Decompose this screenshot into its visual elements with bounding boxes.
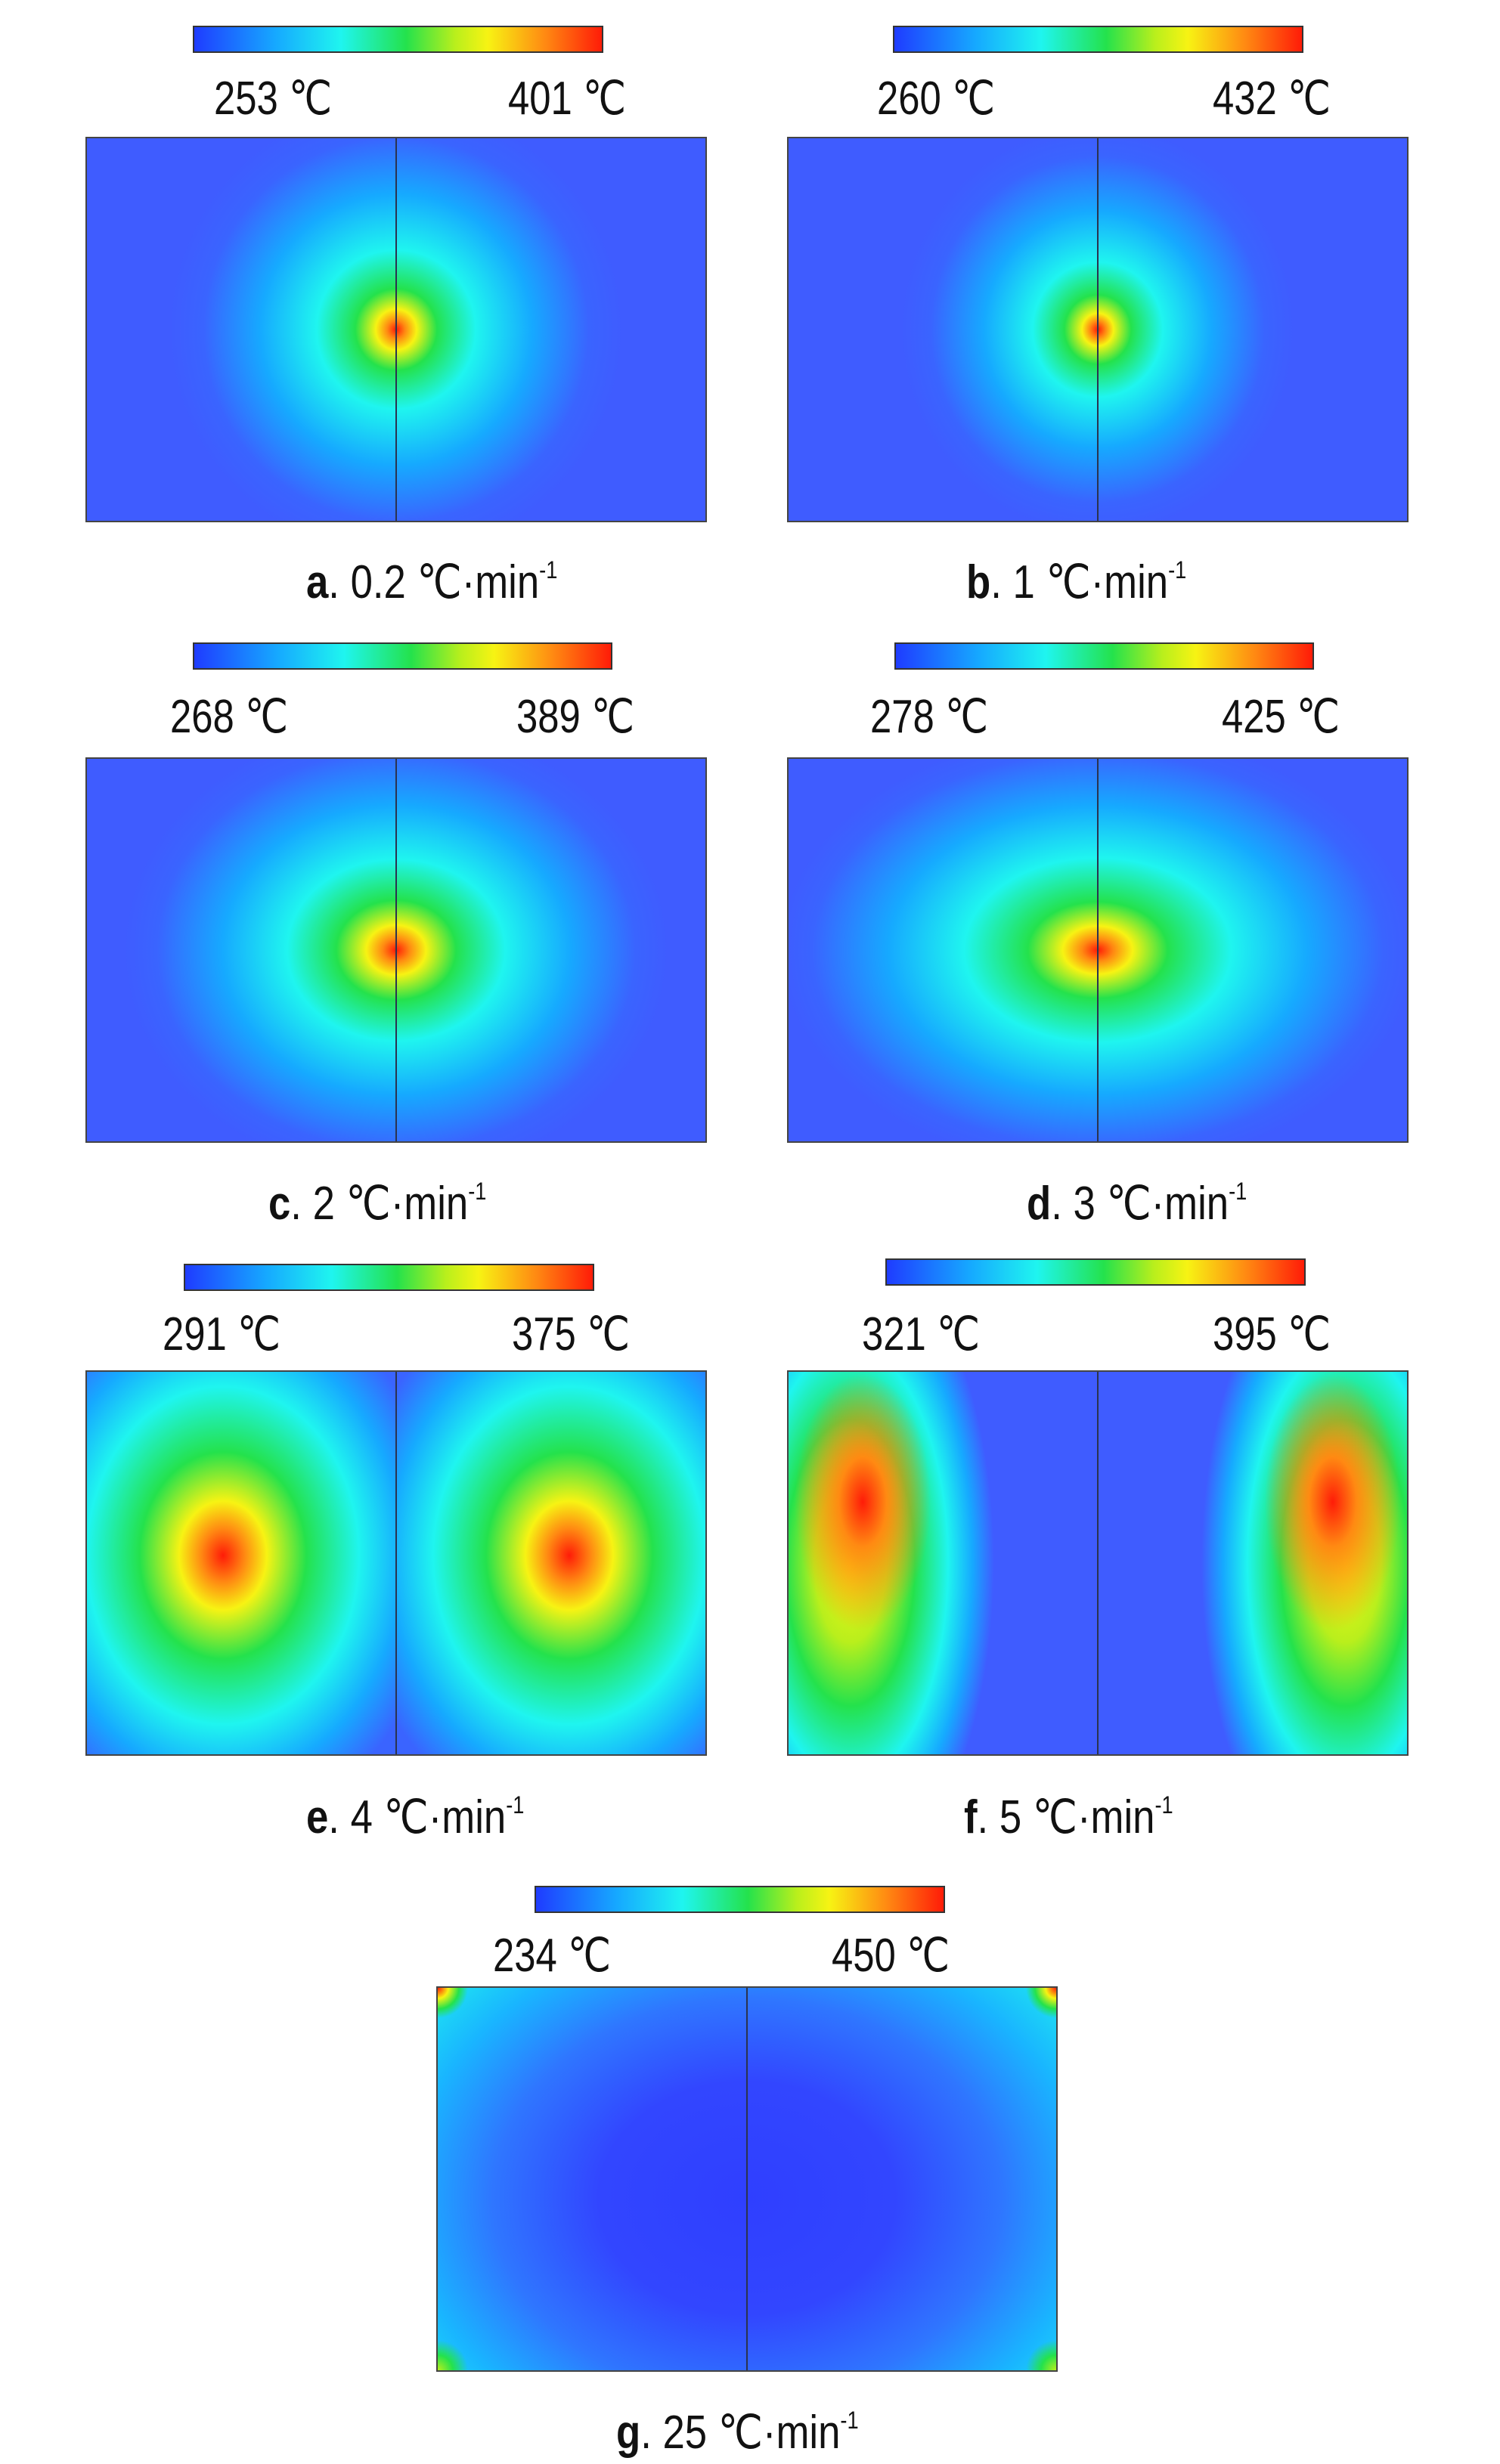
colorbar-c-max-label: 389 ℃ — [516, 691, 635, 743]
colorbar-b-min-label: 260 ℃ — [877, 73, 996, 125]
caption-a-unit: ℃·min — [417, 556, 540, 608]
caption-d-rate: 3 — [1073, 1178, 1096, 1230]
caption-b: b. 1 ℃·min-1 — [966, 558, 1186, 606]
temperature-field-e-left — [87, 1372, 396, 1754]
temperature-field-f — [787, 1370, 1409, 1756]
colorbar-g-max-label: 450 ℃ — [832, 1930, 950, 1982]
caption-a-exp: -1 — [539, 556, 558, 583]
caption-b-unit: ℃·min — [1046, 556, 1169, 608]
caption-e-sep: . — [328, 1791, 351, 1843]
colorbar-b-max-label: 432 ℃ — [1213, 73, 1331, 125]
temperature-field-g — [436, 1986, 1058, 2372]
symmetry-line-g — [746, 1988, 748, 2370]
caption-c-exp: -1 — [468, 1178, 487, 1205]
caption-f-exp: -1 — [1154, 1791, 1173, 1819]
colorbar-a-min-label: 253 ℃ — [214, 73, 333, 125]
caption-g-letter: g — [616, 2407, 641, 2459]
caption-g-rate: 25 — [662, 2407, 708, 2459]
caption-e-exp: -1 — [506, 1791, 525, 1819]
caption-b-letter: b — [966, 556, 991, 608]
colorbar-a — [193, 26, 603, 53]
symmetry-line-e — [395, 1372, 397, 1754]
temperature-field-f-left — [789, 1372, 1098, 1754]
colorbar-g — [535, 1886, 945, 1913]
symmetry-line-b — [1097, 138, 1099, 521]
temperature-field-f-right — [1098, 1372, 1407, 1754]
temperature-field-b — [787, 137, 1409, 522]
caption-e-unit: ℃·min — [383, 1791, 507, 1843]
caption-g-unit: ℃·min — [717, 2407, 841, 2459]
caption-e: e. 4 ℃·min-1 — [306, 1793, 524, 1841]
colorbar-c — [193, 642, 612, 670]
temperature-field-e — [85, 1370, 707, 1756]
caption-b-rate: 1 — [1012, 556, 1035, 608]
symmetry-line-d — [1097, 759, 1099, 1141]
caption-a-rate: 0.2 — [350, 556, 406, 608]
colorbar-e-min-label: 291 ℃ — [163, 1308, 281, 1360]
caption-b-exp: -1 — [1168, 556, 1187, 583]
caption-e-letter: e — [306, 1791, 329, 1843]
colorbar-d — [894, 642, 1314, 670]
caption-e-rate: 4 — [350, 1791, 373, 1843]
colorbar-b — [893, 26, 1303, 53]
colorbar-a-max-label: 401 ℃ — [508, 73, 627, 125]
caption-b-sep: . — [990, 556, 1013, 608]
colorbar-g-min-label: 234 ℃ — [493, 1930, 612, 1982]
caption-f-unit: ℃·min — [1032, 1791, 1155, 1843]
colorbar-d-max-label: 425 ℃ — [1222, 691, 1340, 743]
symmetry-line-f — [1097, 1372, 1099, 1754]
caption-d-sep: . — [1051, 1178, 1074, 1230]
caption-g: g. 25 ℃·min-1 — [616, 2408, 859, 2456]
caption-f-rate: 5 — [999, 1791, 1022, 1843]
temperature-field-a — [85, 137, 707, 522]
colorbar-f-min-label: 321 ℃ — [862, 1308, 981, 1360]
caption-d: d. 3 ℃·min-1 — [1027, 1179, 1247, 1227]
caption-a-letter: a — [306, 556, 329, 608]
caption-c-rate: 2 — [312, 1178, 335, 1230]
colorbar-e-max-label: 375 ℃ — [512, 1308, 631, 1360]
caption-f-sep: . — [977, 1791, 999, 1843]
caption-a-sep: . — [328, 556, 351, 608]
caption-c-sep: . — [290, 1178, 313, 1230]
temperature-field-d — [787, 757, 1409, 1143]
caption-f-letter: f — [964, 1791, 978, 1843]
caption-f: f. 5 ℃·min-1 — [964, 1793, 1173, 1841]
temperature-field-e-right — [396, 1372, 705, 1754]
caption-d-letter: d — [1027, 1178, 1052, 1230]
symmetry-line-c — [395, 759, 397, 1141]
caption-d-unit: ℃·min — [1106, 1178, 1229, 1230]
colorbar-e — [184, 1264, 594, 1291]
colorbar-c-min-label: 268 ℃ — [170, 691, 289, 743]
colorbar-d-min-label: 278 ℃ — [870, 691, 989, 743]
temperature-field-c — [85, 757, 707, 1143]
caption-g-sep: . — [640, 2407, 663, 2459]
caption-d-exp: -1 — [1229, 1178, 1247, 1205]
caption-c-letter: c — [268, 1178, 291, 1230]
caption-c-unit: ℃·min — [346, 1178, 469, 1230]
caption-g-exp: -1 — [840, 2407, 859, 2434]
caption-c: c. 2 ℃·min-1 — [268, 1179, 486, 1227]
colorbar-f-max-label: 395 ℃ — [1213, 1308, 1331, 1360]
colorbar-f — [885, 1258, 1306, 1286]
symmetry-line-a — [395, 138, 397, 521]
caption-a: a. 0.2 ℃·min-1 — [306, 558, 557, 606]
